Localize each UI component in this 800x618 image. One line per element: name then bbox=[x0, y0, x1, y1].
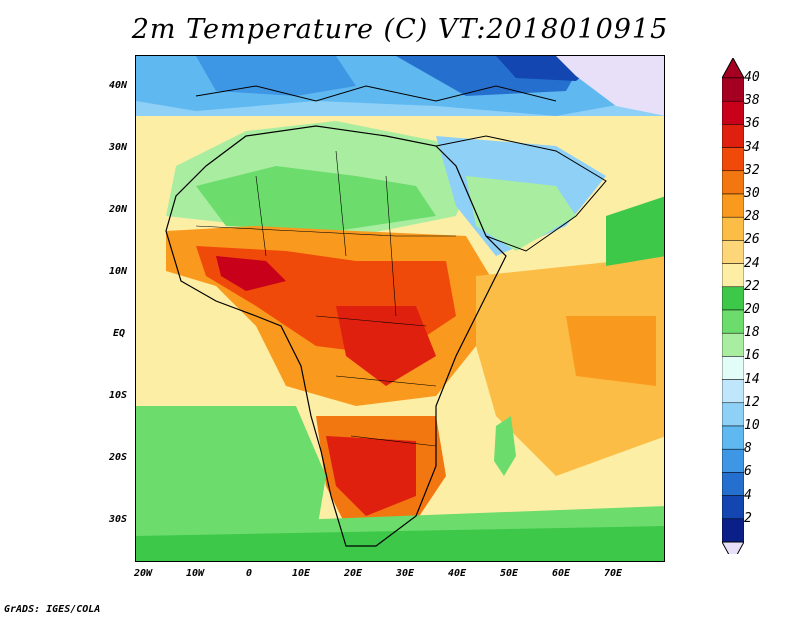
lon-label-30e: 30E bbox=[396, 568, 415, 579]
temperature-field bbox=[136, 56, 664, 561]
lon-label-0: 0 bbox=[246, 568, 253, 579]
colorbar-tick-label: 6 bbox=[744, 464, 752, 480]
colorbar-swatch bbox=[722, 356, 744, 380]
lon-label-50e: 50E bbox=[500, 568, 519, 579]
lat-label-eq: EQ bbox=[113, 328, 126, 339]
lat-label-10s: 10S bbox=[109, 390, 128, 401]
asia-snow bbox=[556, 56, 664, 116]
colorbar-swatch bbox=[722, 286, 744, 311]
credit-text: GrADS: IGES/COLA bbox=[4, 604, 101, 615]
colorbar-swatch bbox=[722, 518, 744, 543]
indian-ocean-hot bbox=[566, 316, 656, 386]
colorbar-swatch bbox=[722, 147, 744, 172]
colorbar-tick-label: 16 bbox=[744, 348, 760, 364]
country-borders bbox=[195, 150, 456, 447]
europe-coastline bbox=[195, 85, 557, 102]
colorbar-tick-label: 4 bbox=[744, 487, 752, 503]
lat-label-30s: 30S bbox=[109, 514, 128, 525]
colorbar-top-arrow bbox=[722, 58, 744, 79]
lon-label-10e: 10E bbox=[292, 568, 311, 579]
lon-label-60e: 60E bbox=[552, 568, 571, 579]
colorbar-swatch bbox=[722, 379, 744, 404]
colorbar-swatch bbox=[722, 472, 744, 496]
colorbar-swatch bbox=[722, 100, 744, 125]
lon-label-20e: 20E bbox=[344, 568, 363, 579]
arabia-coastline bbox=[435, 135, 607, 252]
colorbar-tick-label: 12 bbox=[744, 394, 760, 410]
colorbar-swatch bbox=[722, 124, 744, 148]
colorbar-tick-label: 10 bbox=[744, 418, 760, 433]
colorbar-tick-label: 28 bbox=[744, 209, 760, 225]
colorbar-swatch bbox=[722, 448, 744, 473]
colorbar-tick-label: 40 bbox=[744, 70, 760, 85]
colorbar-swatch bbox=[722, 193, 744, 218]
temperature-map bbox=[135, 55, 665, 562]
colorbar-tick-label: 8 bbox=[744, 441, 752, 457]
colorbar-tick-label: 22 bbox=[744, 278, 760, 294]
lat-label-30n: 30N bbox=[109, 142, 128, 153]
colorbar-swatch bbox=[722, 402, 744, 427]
colorbar-tick-label: 24 bbox=[744, 255, 760, 271]
colorbar-tick-label: 26 bbox=[744, 232, 760, 248]
lat-label-20s: 20S bbox=[109, 452, 128, 463]
colorbar-tick-label: 18 bbox=[744, 325, 760, 341]
sahel-mild bbox=[196, 166, 436, 231]
colorbar-tick-label: 2 bbox=[744, 510, 752, 526]
southern-ocean-cool bbox=[136, 526, 664, 561]
colorbar-swatch bbox=[722, 263, 744, 288]
colorbar-swatch bbox=[722, 77, 744, 102]
kalahari-hot bbox=[326, 436, 416, 516]
colorbar-bottom-arrow bbox=[722, 541, 744, 554]
colorbar-swatch bbox=[722, 240, 744, 264]
map-title: 2m Temperature (C) VT:2018010915 bbox=[131, 14, 669, 45]
colorbar-swatch bbox=[722, 495, 744, 520]
hot-spot-west bbox=[216, 256, 286, 291]
colorbar bbox=[722, 58, 744, 554]
lat-label-20n: 20N bbox=[109, 204, 128, 215]
africa-coastline bbox=[165, 125, 507, 547]
colorbar-tick-label: 38 bbox=[744, 93, 760, 109]
lon-label-10w: 10W bbox=[186, 568, 205, 579]
europe-cold bbox=[196, 56, 356, 96]
central-hot bbox=[336, 306, 436, 386]
madagascar bbox=[494, 416, 516, 476]
colorbar-tick-label: 32 bbox=[744, 162, 760, 178]
colorbar-swatch bbox=[722, 216, 744, 241]
colorbar-tick-label: 34 bbox=[744, 139, 760, 155]
colorbar-tick-label: 20 bbox=[744, 302, 760, 317]
arabia-mild bbox=[466, 176, 576, 251]
lat-label-10n: 10N bbox=[109, 266, 128, 277]
colorbar-swatch bbox=[722, 309, 744, 334]
colorbar-swatch bbox=[722, 425, 744, 450]
colorbar-swatch bbox=[722, 332, 744, 357]
lon-label-70e: 70E bbox=[604, 568, 623, 579]
lat-label-40n: 40N bbox=[109, 80, 128, 91]
colorbar-tick-label: 36 bbox=[744, 116, 760, 132]
colorbar-swatch bbox=[722, 170, 744, 195]
south-atlantic-mild bbox=[136, 406, 326, 536]
colorbar-tick-label: 14 bbox=[744, 371, 760, 387]
indian-ocean-warm bbox=[476, 256, 664, 476]
indian-north-mild bbox=[606, 196, 664, 266]
lon-label-20w: 20W bbox=[134, 568, 153, 579]
lon-label-40e: 40E bbox=[448, 568, 467, 579]
colorbar-tick-label: 30 bbox=[744, 186, 760, 201]
